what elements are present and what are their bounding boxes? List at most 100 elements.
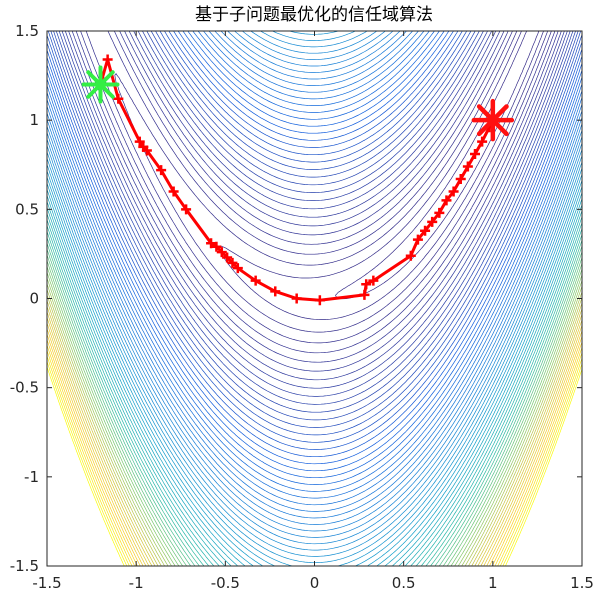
contour-level [61,31,571,397]
y-tick-label: -1.5 [10,557,39,575]
contour-level [68,31,565,381]
contour-level [47,31,582,465]
contour-level [47,164,582,566]
contour-level [55,31,576,413]
contour-level [47,366,582,566]
contour-level [47,334,582,566]
y-axis: -1.5 -1 -0.5 0 0.5 1 1.5 [10,22,582,575]
path-point-marker [270,286,281,297]
contour-level [47,31,582,557]
contour-level [47,260,582,566]
path-point-marker [216,247,227,258]
x-tick-label: 1.5 [570,574,594,592]
contour-level [47,306,582,566]
contour-level [47,31,582,519]
contour-level [47,31,582,479]
contour-level [47,31,582,506]
contour-level [47,300,582,566]
contour-level [47,31,582,499]
path-point-marker [427,216,438,227]
contour-level [47,339,582,566]
contour-level [47,225,582,566]
contour-level [71,31,562,372]
contour-level [47,350,582,566]
y-tick-label: -0.5 [10,379,39,397]
contour-level [47,289,582,566]
y-tick-label: 1 [29,111,39,129]
contour-level [47,277,582,566]
contour-level [47,31,582,564]
path-point-marker [420,225,431,236]
path-point-marker [156,165,167,176]
start-point-marker [81,65,120,104]
y-tick-label: 0 [29,290,39,308]
path-point-marker [211,241,222,252]
contour-level [47,170,582,566]
contour-level [47,294,582,566]
marker-layer [81,65,515,142]
path-point-marker [222,252,233,263]
contour-level [47,31,582,538]
path-point-marker [368,275,379,286]
contour-level [47,31,582,525]
contour-level [47,31,582,458]
contour-level [47,231,582,566]
path-point-marker [405,250,416,261]
path-point-marker [141,145,152,156]
path-point-marker [441,195,452,206]
x-tick-label: 0 [310,574,320,592]
contour-level [47,176,582,566]
optimization-path-layer [95,54,498,306]
contour-level [47,272,582,566]
contour-level [47,189,582,566]
path-point-marker [113,93,124,104]
path-point-marker [227,257,238,268]
contour-level [218,31,544,320]
contour-level [47,31,582,485]
contour-level [47,31,582,532]
contour-level [47,31,582,443]
contour-level [47,31,582,512]
contour-level [47,317,582,566]
contour-level [85,31,552,344]
contour-level [47,213,582,566]
contour-level [47,243,582,566]
path-point-marker [250,275,261,286]
contour-level [47,31,582,551]
path-point-marker [361,279,372,290]
path-point-marker [206,238,217,249]
y-tick-label: 1.5 [15,22,39,40]
path-point-marker [181,204,192,215]
path-point-marker [314,295,325,306]
contour-level [47,248,582,566]
contour-level [53,31,579,421]
x-axis: -1.5 -1 -0.5 0 0.5 1 1.5 [32,31,594,592]
contour-level [75,31,559,363]
contour-level [80,31,556,354]
contour-level [47,195,582,566]
chart-title: 基于子问题最优化的信任域算法 [195,5,433,25]
contour-level [47,183,582,566]
contour-level [47,322,582,566]
contour-level [47,328,582,566]
contour-level [47,361,582,566]
path-point-marker [455,174,466,185]
path-point-marker [232,263,243,274]
contour-level [47,31,582,472]
contour-level [47,311,582,566]
path-point-marker [134,136,145,147]
x-tick-label: -0.5 [211,574,240,592]
path-point-marker [448,186,459,197]
contour-level [47,254,582,566]
contour-level [47,237,582,566]
contour-level [47,31,582,545]
contour-level [47,31,582,436]
x-tick-label: 1 [488,574,498,592]
contour-level [50,31,582,428]
contour-lines [47,31,582,566]
x-tick-label: 0.5 [392,574,416,592]
x-tick-label: -1 [129,574,144,592]
path-point-marker [462,161,473,172]
contour-level [64,31,568,389]
contour-level [58,31,574,405]
